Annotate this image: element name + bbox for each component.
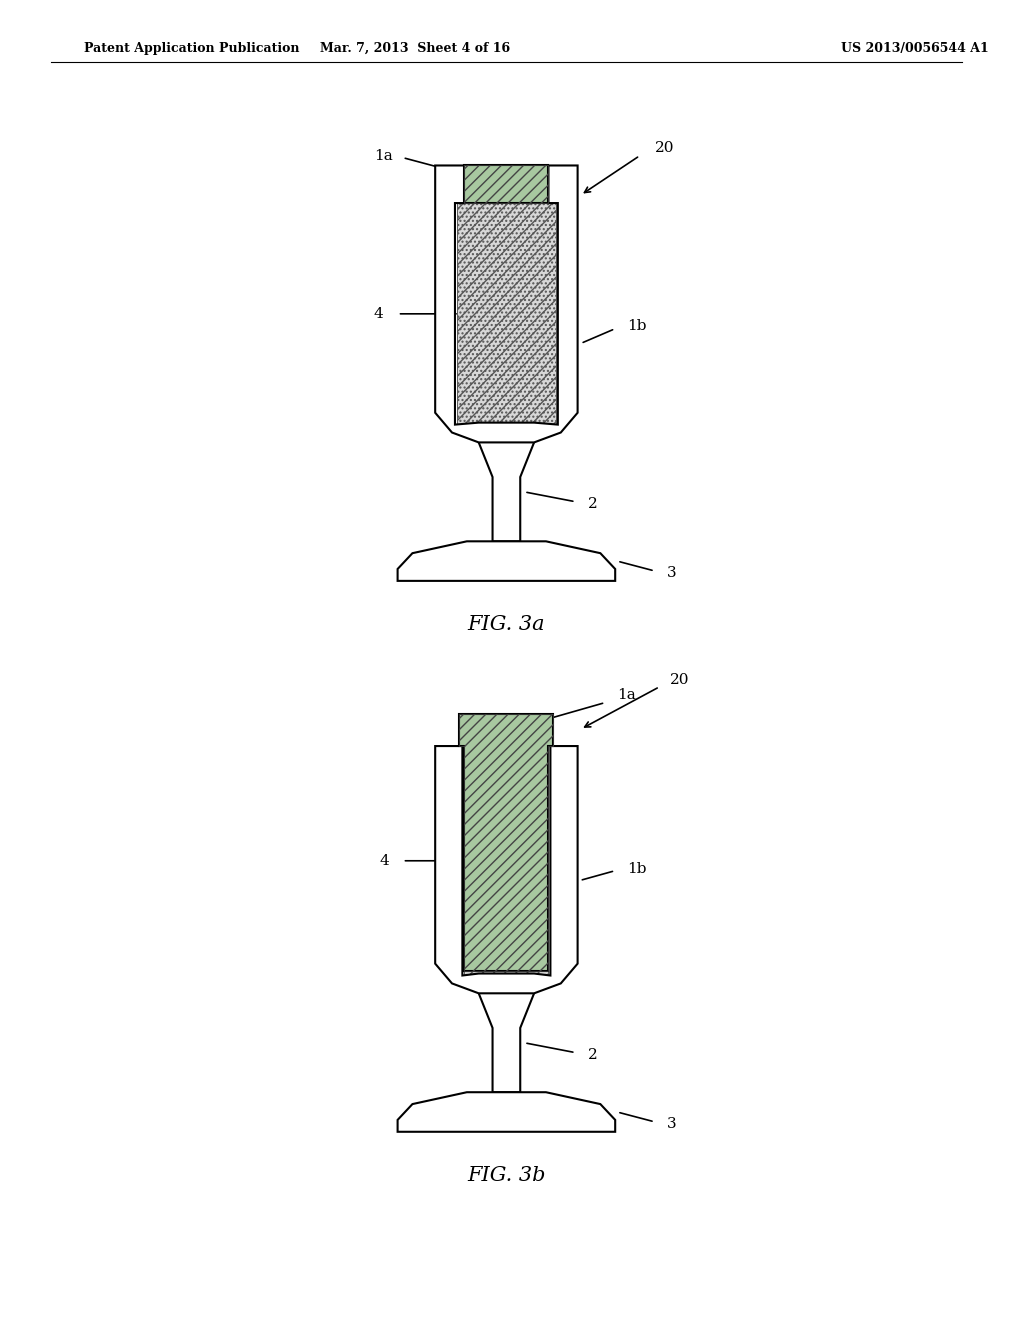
Text: 2: 2 [588,1048,597,1061]
Text: 4: 4 [373,306,383,321]
Text: 3: 3 [667,566,676,579]
Text: Mar. 7, 2013  Sheet 4 of 16: Mar. 7, 2013 Sheet 4 of 16 [321,42,511,55]
FancyBboxPatch shape [464,165,549,203]
Text: 1b: 1b [627,318,646,333]
Text: 1a: 1a [617,688,636,702]
Text: 1a: 1a [374,149,392,162]
Text: US 2013/0056544 A1: US 2013/0056544 A1 [841,42,988,55]
Text: 1b: 1b [627,862,646,875]
Text: 4: 4 [380,854,390,867]
Text: 20: 20 [654,141,674,154]
FancyBboxPatch shape [457,203,556,425]
Text: 2: 2 [588,496,597,511]
Text: FIG. 3a: FIG. 3a [468,615,545,635]
Text: 3: 3 [667,1117,676,1131]
Polygon shape [435,165,578,442]
Text: FIG. 3b: FIG. 3b [467,1167,546,1185]
FancyBboxPatch shape [464,746,549,975]
Polygon shape [397,1092,615,1131]
Polygon shape [435,746,578,994]
Text: 20: 20 [670,673,689,686]
Polygon shape [460,714,553,970]
Text: Patent Application Publication: Patent Application Publication [84,42,300,55]
Polygon shape [397,541,615,581]
